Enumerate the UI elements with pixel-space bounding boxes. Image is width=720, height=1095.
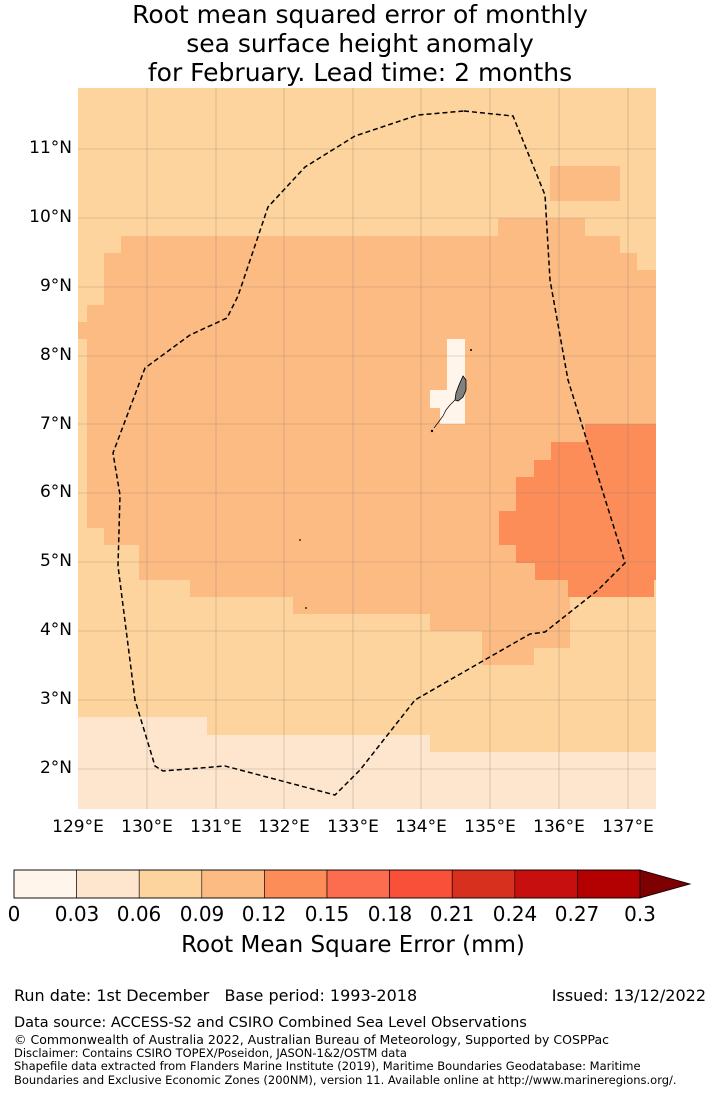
colorbar-tick-label: 0.09	[179, 902, 225, 926]
rmse-map	[78, 88, 656, 809]
colorbar-swatch	[13, 869, 77, 899]
copyright: © Commonwealth of Australia 2022, Austra…	[14, 1032, 609, 1047]
lon-tick-label: 131°E	[190, 817, 242, 837]
colorbar-swatch	[326, 869, 390, 899]
colorbar-tick-label: 0.06	[116, 902, 162, 926]
colorbar	[13, 869, 692, 899]
colorbar-swatch	[514, 869, 578, 899]
islet	[305, 607, 307, 609]
colorbar-frame	[13, 869, 641, 899]
title-line-1: Root mean squared error of monthly	[132, 0, 588, 29]
lon-tick-label: 130°E	[121, 817, 173, 837]
colorbar-swatch	[76, 869, 140, 899]
colorbar-swatch	[201, 869, 265, 899]
rmse-region-ne-patch-2	[567, 166, 620, 184]
colorbar-tick-label: 0.15	[304, 902, 350, 926]
colorbar-tick-label: 0.03	[54, 902, 100, 926]
shapefile-credit-2: Boundaries and Exclusive Economic Zones …	[14, 1073, 677, 1087]
colorbar-tick-label: 0.24	[492, 902, 538, 926]
islet	[470, 349, 472, 351]
palau-land	[454, 375, 467, 402]
eez-boundary	[112, 110, 626, 796]
rmse-region-lowest	[78, 717, 656, 809]
data-source: Data source: ACCESS-S2 and CSIRO Combine…	[14, 1015, 527, 1031]
lon-tick-label: 135°E	[464, 817, 516, 837]
colorbar-tick-label: 0.27	[554, 902, 600, 926]
run-date: Run date: 1st December Base period: 1993…	[14, 986, 417, 1005]
lat-tick-label: 2°N	[39, 758, 72, 778]
colorbar-swatch	[264, 869, 328, 899]
lon-tick-label: 134°E	[395, 817, 447, 837]
colorbar-extend-arrow	[639, 869, 692, 899]
lon-tick-label: 133°E	[327, 817, 379, 837]
islet	[430, 429, 434, 433]
colorbar-swatch	[389, 869, 453, 899]
title-line-2: sea surface height anomaly	[186, 29, 534, 58]
colorbar-tick-label: 0.3	[624, 902, 656, 926]
lat-tick-label: 9°N	[39, 276, 72, 296]
rmse-region-palau	[430, 339, 465, 424]
lon-tick-label: 132°E	[258, 817, 310, 837]
lon-tick-label: 137°E	[602, 817, 654, 837]
base-period: Base period: 1993-2018	[224, 986, 418, 1005]
chart-title: Root mean squared error of monthly sea s…	[0, 0, 720, 87]
lat-tick-label: 4°N	[39, 620, 72, 640]
rmse-region-high	[499, 424, 656, 597]
colorbar-swatch	[138, 869, 203, 899]
lon-tick-label: 136°E	[533, 817, 585, 837]
colorbar-swatch	[451, 869, 516, 899]
shapefile-credit-1: Shapefile data extracted from Flanders M…	[14, 1059, 641, 1073]
lat-tick-label: 7°N	[39, 414, 72, 434]
lat-tick-label: 3°N	[39, 689, 72, 709]
colorbar-tick-label: 0.18	[367, 902, 413, 926]
gridlines	[78, 88, 656, 809]
islet	[299, 539, 301, 541]
lon-tick-label: 129°E	[52, 817, 104, 837]
issued-date: Issued: 13/12/2022	[551, 986, 706, 1005]
colorbar-tick-label: 0	[7, 902, 21, 926]
colorbar-tick-label: 0.21	[429, 902, 475, 926]
lat-tick-label: 6°N	[39, 482, 72, 502]
disclaimer: Disclaimer: Contains CSIRO TOPEX/Poseido…	[14, 1046, 407, 1060]
palau-reef	[433, 399, 456, 429]
lat-tick-label: 8°N	[39, 345, 72, 365]
run-date-text: Run date: 1st December	[14, 986, 210, 1005]
colorbar-tick-label: 0.12	[241, 902, 287, 926]
lat-tick-label: 10°N	[29, 207, 72, 227]
lat-tick-label: 5°N	[39, 551, 72, 571]
colorbar-label: Root Mean Square Error (mm)	[181, 932, 525, 958]
title-line-3: for February. Lead time: 2 months	[147, 58, 573, 87]
rmse-region-mid	[78, 218, 656, 665]
lat-tick-label: 11°N	[29, 138, 72, 158]
colorbar-swatch	[577, 869, 641, 899]
